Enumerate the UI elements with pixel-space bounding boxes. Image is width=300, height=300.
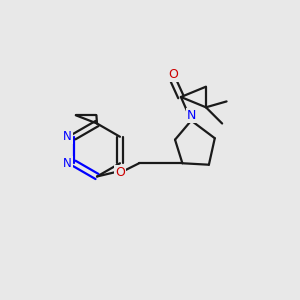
Text: N: N — [63, 130, 72, 143]
Text: O: O — [115, 166, 125, 178]
Text: N: N — [63, 157, 72, 170]
Text: O: O — [169, 68, 178, 81]
Text: N: N — [187, 109, 196, 122]
